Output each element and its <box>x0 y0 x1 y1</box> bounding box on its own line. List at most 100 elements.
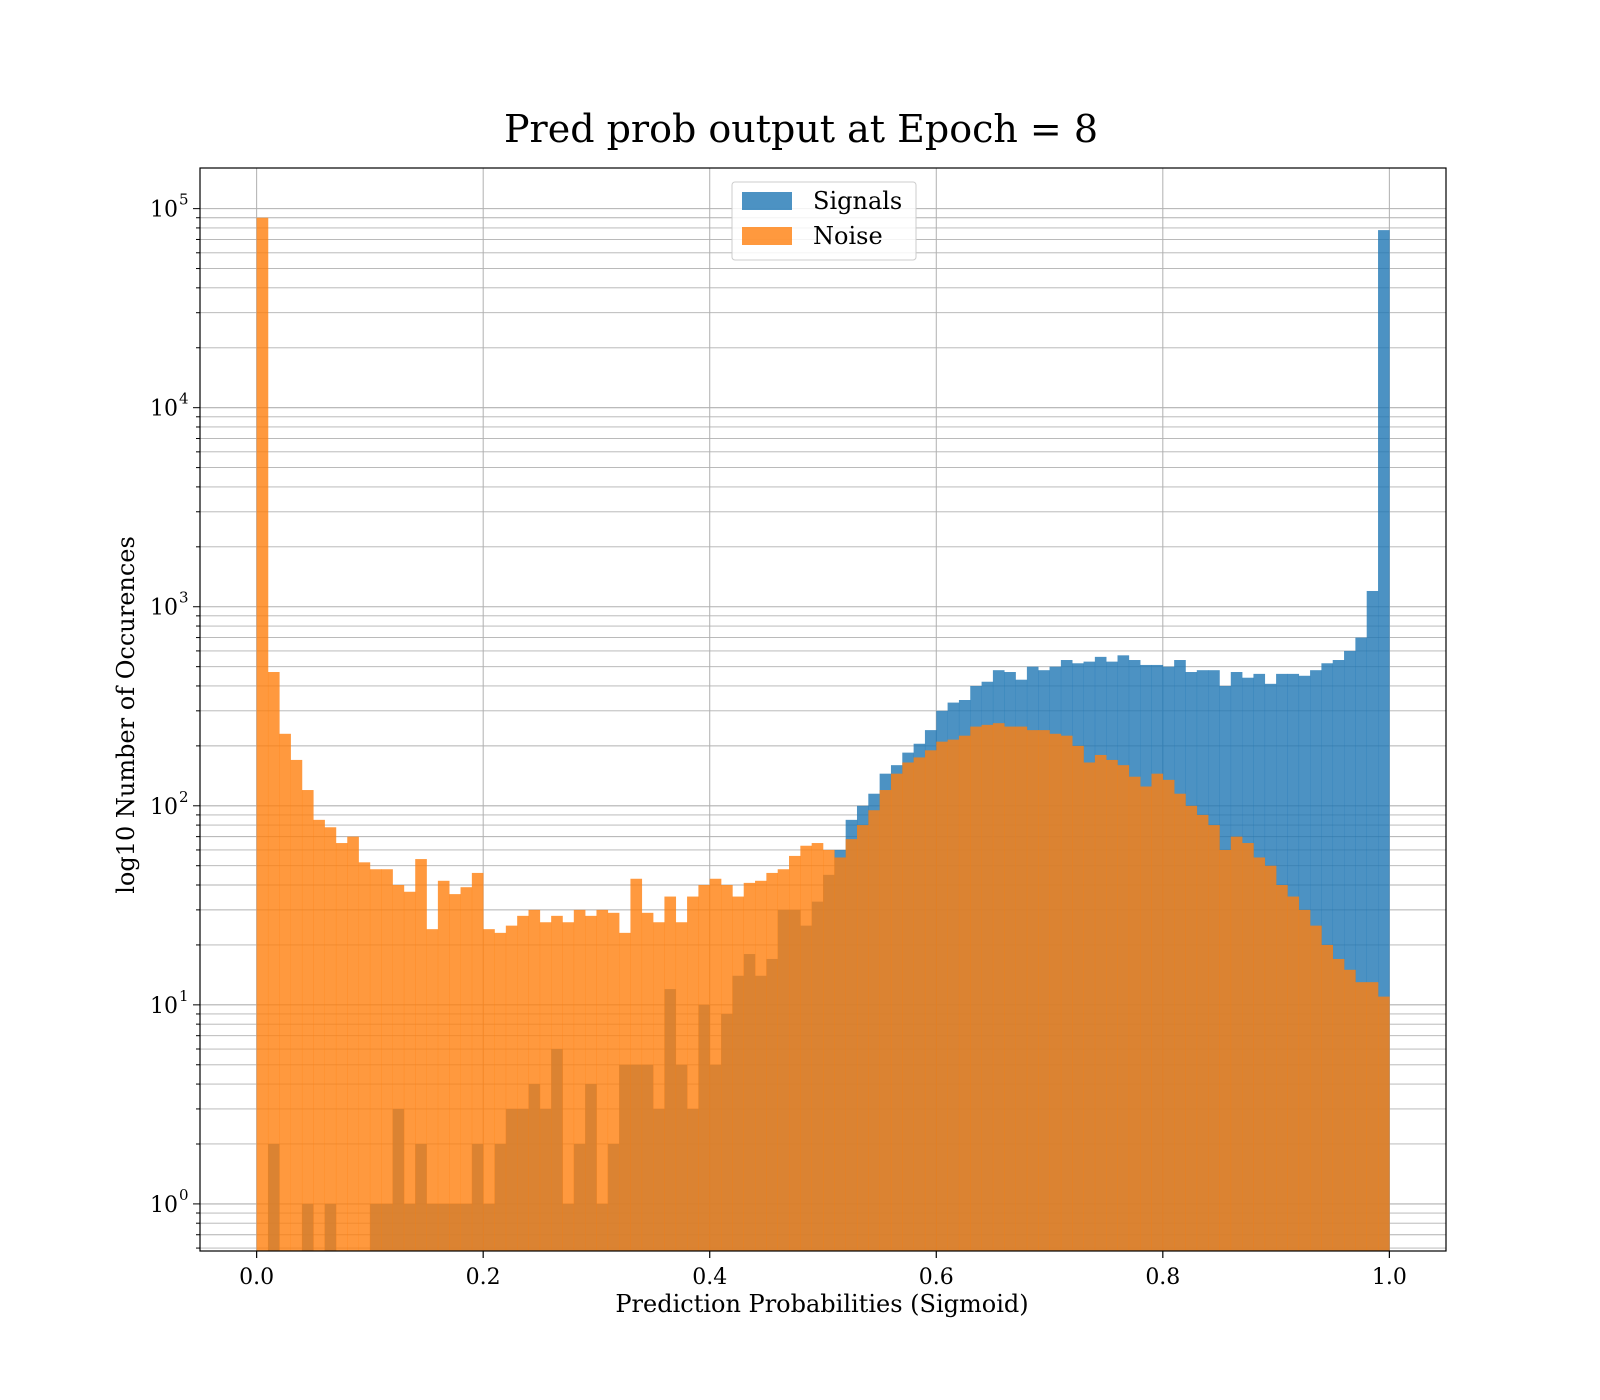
bar-noise <box>970 726 982 1251</box>
bar-noise <box>324 827 337 1251</box>
bar-noise <box>392 885 405 1251</box>
y-tick-base: 10 <box>150 198 178 223</box>
bar-noise <box>732 896 745 1251</box>
bar-noise <box>301 790 314 1251</box>
y-tick-label: 10 <box>150 1193 178 1218</box>
x-tick-label: 0.6 <box>919 1265 954 1290</box>
y-tick-exponent: 0 <box>179 1186 189 1204</box>
bar-noise <box>766 872 778 1251</box>
bar-noise <box>279 733 291 1251</box>
bar-noise <box>369 869 382 1251</box>
y-tick-exponent: 5 <box>179 191 189 209</box>
bar-noise <box>1378 996 1390 1251</box>
bar-noise <box>653 922 665 1251</box>
y-tick-label: 10 <box>150 198 178 223</box>
bar-signals <box>1366 590 1379 1251</box>
bar-noise <box>1151 773 1164 1251</box>
x-tick-label: 0.4 <box>692 1265 727 1290</box>
bar-noise <box>1287 896 1300 1251</box>
bar-signals <box>1378 230 1390 1252</box>
bar-noise <box>1162 779 1175 1251</box>
bar-noise <box>992 723 1005 1251</box>
y-tick-base: 10 <box>150 1193 178 1218</box>
plot-frame <box>199 167 1447 1252</box>
bar-noise <box>471 872 484 1251</box>
bar-noise <box>437 880 450 1251</box>
bar-noise <box>958 735 971 1251</box>
bar-noise <box>517 915 529 1251</box>
bar-noise <box>675 922 688 1251</box>
bar-noise <box>449 894 461 1251</box>
bar-noise <box>1344 969 1356 1251</box>
x-tick-label: 1.0 <box>1372 1265 1407 1290</box>
bar-noise <box>381 869 393 1251</box>
bar-signals <box>1332 660 1345 1251</box>
bar-noise <box>585 915 597 1251</box>
bar-noise <box>596 909 609 1251</box>
bar-noise <box>1208 825 1220 1251</box>
bar-noise <box>1049 733 1062 1251</box>
bar-noise <box>1106 759 1118 1251</box>
x-tick-label: 0.0 <box>239 1265 274 1290</box>
bar-signals <box>1355 637 1368 1251</box>
bar-noise <box>630 878 643 1251</box>
bar-noise <box>845 839 858 1251</box>
bar-noise <box>1072 745 1084 1251</box>
bar-noise <box>981 724 994 1251</box>
bar-noise <box>347 836 359 1251</box>
bar-noise <box>890 773 903 1251</box>
bar-noise <box>1140 786 1152 1251</box>
bar-noise <box>856 825 869 1251</box>
bar-noise <box>267 672 280 1251</box>
bar-noise <box>947 739 960 1251</box>
bar-noise <box>1094 754 1107 1251</box>
y-tick-base: 10 <box>150 994 178 1019</box>
legend-label-signals: Signals <box>813 187 902 215</box>
bar-noise <box>1004 726 1016 1251</box>
bar-noise <box>709 878 722 1251</box>
bar-noise <box>1026 730 1039 1251</box>
bar-noise <box>335 843 348 1251</box>
bar-noise <box>721 885 733 1251</box>
legend: Signals Noise <box>731 181 917 261</box>
bar-noise <box>1219 849 1232 1251</box>
bar-noise <box>913 757 926 1251</box>
bar-noise <box>1185 805 1198 1251</box>
bar-noise <box>755 880 767 1251</box>
bar-noise <box>619 932 631 1251</box>
bar-noise <box>800 845 812 1251</box>
y-tick-exponent: 4 <box>179 390 189 408</box>
bar-noise <box>1366 982 1379 1251</box>
bar-noise <box>777 869 790 1251</box>
bar-noise <box>494 932 507 1251</box>
y-tick-label: 10 <box>150 994 178 1019</box>
bar-noise <box>1310 925 1322 1251</box>
y-tick-exponent: 2 <box>179 788 189 806</box>
y-tick-label: 10 <box>150 596 178 621</box>
bar-noise <box>1083 762 1096 1251</box>
bar-noise <box>834 857 846 1251</box>
y-tick-label: 10 <box>150 397 178 422</box>
bar-noise <box>1196 814 1209 1251</box>
bar-noise <box>483 929 495 1251</box>
bar-noise <box>1332 958 1345 1251</box>
bar-noise <box>1015 726 1028 1251</box>
legend-swatch-noise <box>742 227 792 245</box>
y-axis-label: log10 Number of Occurences <box>112 536 140 894</box>
bar-noise <box>936 741 948 1251</box>
bar-noise <box>743 882 756 1251</box>
bar-noise <box>1128 776 1141 1251</box>
bar-noise <box>403 891 416 1251</box>
bar-noise <box>1038 730 1050 1251</box>
y-tick-base: 10 <box>150 397 178 422</box>
bar-noise <box>528 909 541 1251</box>
bar-noise <box>426 929 439 1251</box>
bar-noise <box>924 750 937 1251</box>
bar-noise <box>551 915 563 1251</box>
bar-noise <box>641 912 654 1251</box>
bar-noise <box>823 849 835 1251</box>
bar-noise <box>460 887 473 1251</box>
bar-noise <box>573 909 586 1251</box>
